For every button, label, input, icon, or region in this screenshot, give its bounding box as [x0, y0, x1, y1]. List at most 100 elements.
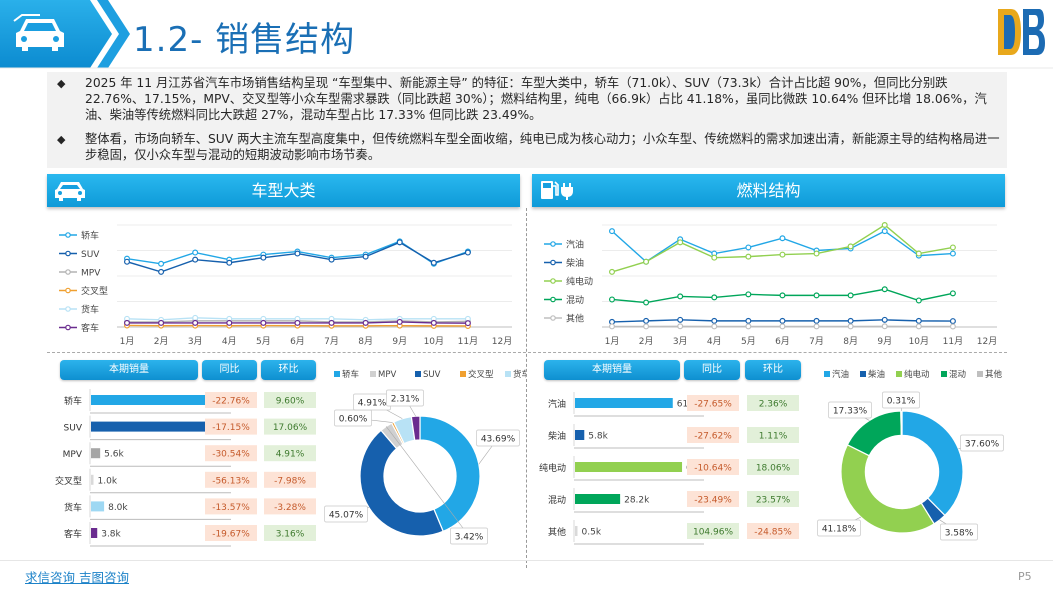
data-point — [847, 323, 854, 330]
legend-swatch — [415, 371, 421, 377]
data-point — [745, 244, 752, 251]
data-point — [949, 250, 956, 257]
x-tick-label: 11月 — [458, 336, 478, 347]
data-label: 43.69% — [481, 435, 516, 445]
data-point — [294, 319, 301, 326]
data-label-box — [386, 389, 424, 407]
data-point — [608, 228, 615, 235]
yoy-value: -19.67% — [212, 530, 250, 540]
row-label: MPV — [63, 450, 83, 460]
volume-value-label: 3.8k — [101, 530, 121, 540]
volume-value-label: 1.0k — [98, 476, 118, 486]
data-point — [915, 297, 922, 304]
data-label: 4.91% — [358, 399, 387, 409]
data-label-box — [324, 505, 368, 523]
data-point — [643, 258, 650, 265]
data-label: 2.31% — [391, 395, 420, 405]
data-point — [711, 317, 718, 324]
data-point — [745, 291, 752, 298]
mom-chip — [264, 392, 316, 408]
data-point — [396, 318, 403, 325]
yoy-chip — [205, 525, 257, 541]
mom-value: -3.28% — [274, 503, 306, 513]
legend-label: 混动 — [566, 295, 584, 306]
legend-swatch — [460, 371, 466, 377]
data-point — [643, 299, 650, 306]
legend-swatch — [334, 371, 340, 377]
data-point — [192, 319, 199, 326]
data-point — [226, 319, 233, 326]
mom-chip — [747, 491, 799, 507]
legend-marker — [65, 250, 71, 257]
page-number: P5 — [1018, 570, 1032, 583]
vehicle-col-header-volume: 本期销量 — [60, 360, 198, 380]
data-point — [847, 292, 854, 299]
x-tick-label: 5月 — [256, 336, 271, 347]
label-leader — [385, 426, 470, 537]
summary-box: ◆ 2025 年 11 月江苏省汽车市场销售结构呈现 “车型集中、新能源主导” … — [47, 72, 1007, 168]
row-label: 纯电动 — [539, 462, 566, 474]
x-tick-label: 7月 — [809, 336, 824, 347]
volume-bar — [575, 430, 585, 440]
yoy-chip — [687, 427, 739, 443]
data-label: 0.31% — [887, 397, 916, 407]
brand-logo — [995, 6, 1047, 62]
data-point — [643, 323, 650, 330]
data-point — [813, 292, 820, 299]
data-point — [813, 250, 820, 257]
x-tick-label: 11月 — [943, 336, 963, 347]
x-tick-label: 2月 — [639, 336, 654, 347]
fuel-pump-plug-icon — [538, 177, 582, 207]
x-tick-label: 2月 — [154, 336, 169, 347]
data-label-box — [450, 527, 488, 545]
data-point — [328, 256, 335, 263]
footer-brand-links[interactable]: 求信咨询 吉图咨询 — [25, 570, 129, 585]
donut-slice-汽油 — [901, 410, 964, 517]
yoy-chip — [205, 418, 257, 435]
data-point — [779, 323, 786, 330]
x-tick-label: 12月 — [977, 336, 997, 347]
volume-bar — [91, 395, 208, 405]
data-point — [608, 268, 615, 275]
legend-swatch — [505, 371, 511, 377]
legend-marker — [65, 232, 71, 238]
legend-swatch — [941, 371, 947, 377]
row-label: 混动 — [548, 495, 566, 506]
data-point — [294, 250, 301, 257]
row-label: 柴油 — [548, 430, 566, 442]
legend-label: 货车 — [513, 369, 526, 380]
x-tick-label: 4月 — [222, 336, 237, 347]
mom-chip — [264, 471, 316, 488]
legend-swatch — [370, 371, 376, 377]
data-point — [643, 317, 650, 324]
x-tick-label: 9月 — [392, 336, 407, 347]
fuel-table: 汽油61.1k-27.65%2.36%柴油5.8k-27.62%1.11%纯电动… — [539, 392, 799, 545]
data-label: 3.42% — [455, 533, 484, 543]
data-point — [608, 323, 615, 330]
data-point — [192, 256, 199, 263]
legend-label: 汽油 — [566, 239, 584, 251]
data-point — [123, 258, 130, 265]
legend-label: MPV — [81, 269, 101, 279]
yoy-value: -27.62% — [694, 432, 732, 442]
row-label: 客车 — [64, 528, 82, 540]
page-title: 1.2- 销售结构 — [133, 20, 356, 60]
legend-label: SUV — [423, 370, 441, 380]
legend-marker — [65, 306, 71, 312]
data-point — [192, 249, 199, 256]
legend-marker — [65, 269, 71, 275]
data-point — [779, 235, 786, 242]
data-point — [779, 292, 786, 299]
volume-bar — [91, 448, 101, 459]
legend-marker — [550, 315, 556, 321]
vehicle-type-line-chart: 1月 2月 3月 4月 5月 6月 7月 8月 9月 10月 11月 12月 轿车 SUV MPV 交叉型货车… — [59, 224, 512, 347]
volume-value-label: 5.8k — [588, 432, 608, 442]
row-label: 货车 — [64, 501, 82, 513]
data-point — [881, 286, 888, 293]
x-tick-label: 4月 — [707, 336, 722, 347]
data-point — [881, 228, 888, 235]
x-tick-label: 5月 — [741, 336, 756, 347]
yoy-value: -56.13% — [212, 476, 250, 486]
data-point — [677, 239, 684, 246]
